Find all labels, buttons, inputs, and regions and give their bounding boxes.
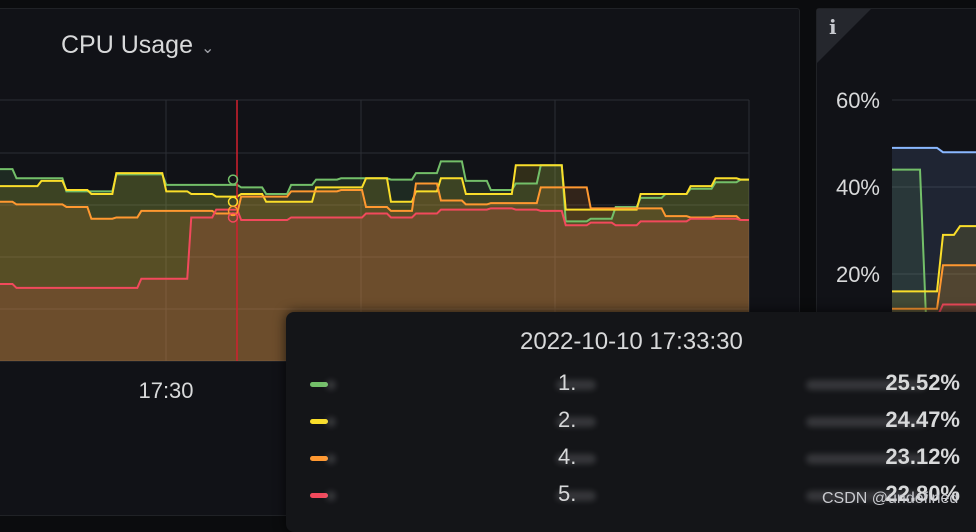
x-tick-label: 17:30	[138, 378, 193, 403]
redacted-text	[556, 454, 596, 464]
chart-tooltip: 2022-10-10 17:33:30 1. 25.52% 2. 24.47% 4. 23…	[286, 312, 976, 532]
tooltip-row: 1. 25.52%	[286, 370, 976, 400]
redacted-text	[806, 380, 926, 390]
tooltip-row: 4. 23.12%	[286, 444, 976, 474]
redacted-text	[556, 417, 596, 427]
series-value: 22.80%	[885, 481, 960, 506]
side-area-1	[892, 147, 976, 320]
cursor-point-3	[227, 205, 239, 217]
tooltip-row: 2. 24.47%	[286, 407, 976, 437]
redacted-text	[556, 491, 596, 501]
redacted-text	[326, 417, 336, 427]
series-name: 4.	[558, 444, 577, 469]
series-line-4	[0, 207, 749, 289]
info-icon[interactable]: i	[829, 15, 837, 39]
redacted-text	[326, 454, 336, 464]
redacted-text	[806, 454, 926, 464]
cursor-point-4	[227, 212, 239, 223]
side-area-4	[892, 265, 976, 320]
side-y-tick-label: 40%	[836, 175, 880, 200]
series-line-2	[0, 164, 749, 211]
x-axis-ticks: 17:30	[138, 378, 193, 403]
redacted-text	[326, 491, 336, 501]
side-y-tick-label: 20%	[836, 262, 880, 287]
side-area-2	[892, 169, 976, 320]
tooltip-row: 5. 22.80%	[286, 481, 976, 511]
watermark: CSDN @undefined	[822, 490, 959, 507]
side-line-4	[892, 264, 976, 310]
series-line-3	[0, 182, 749, 222]
side-line-3	[892, 225, 976, 293]
side-chart[interactable]: 60% 40% 20%	[816, 0, 976, 320]
series-name: 2.	[558, 407, 577, 432]
series-swatch	[310, 419, 328, 424]
cursor-point-1	[227, 174, 239, 185]
series-swatch	[310, 382, 328, 387]
chart-cursor	[227, 100, 239, 361]
series-swatch	[310, 456, 328, 461]
series-swatch	[310, 493, 328, 498]
side-y-tick-label: 60%	[836, 88, 880, 113]
redacted-text	[806, 491, 926, 501]
chevron-down-icon[interactable]: ⌄	[201, 39, 215, 57]
info-corner	[817, 9, 871, 63]
redacted-text	[556, 380, 596, 390]
tooltip-time: 2022-10-10 17:33:30	[520, 328, 743, 355]
series-value: 25.52%	[885, 370, 960, 395]
chart-lines	[0, 160, 749, 289]
redacted-text	[806, 417, 926, 427]
series-value: 23.12%	[885, 444, 960, 469]
redacted-text	[326, 380, 336, 390]
series-name: 1.	[558, 370, 577, 395]
side-area-3	[892, 226, 976, 320]
panel-title-menu[interactable]: CPU Usage ⌄	[61, 31, 214, 60]
panel-title: CPU Usage	[61, 31, 193, 59]
series-name: 5.	[558, 481, 577, 506]
series-value: 24.47%	[885, 407, 960, 432]
side-line-1	[892, 146, 976, 154]
